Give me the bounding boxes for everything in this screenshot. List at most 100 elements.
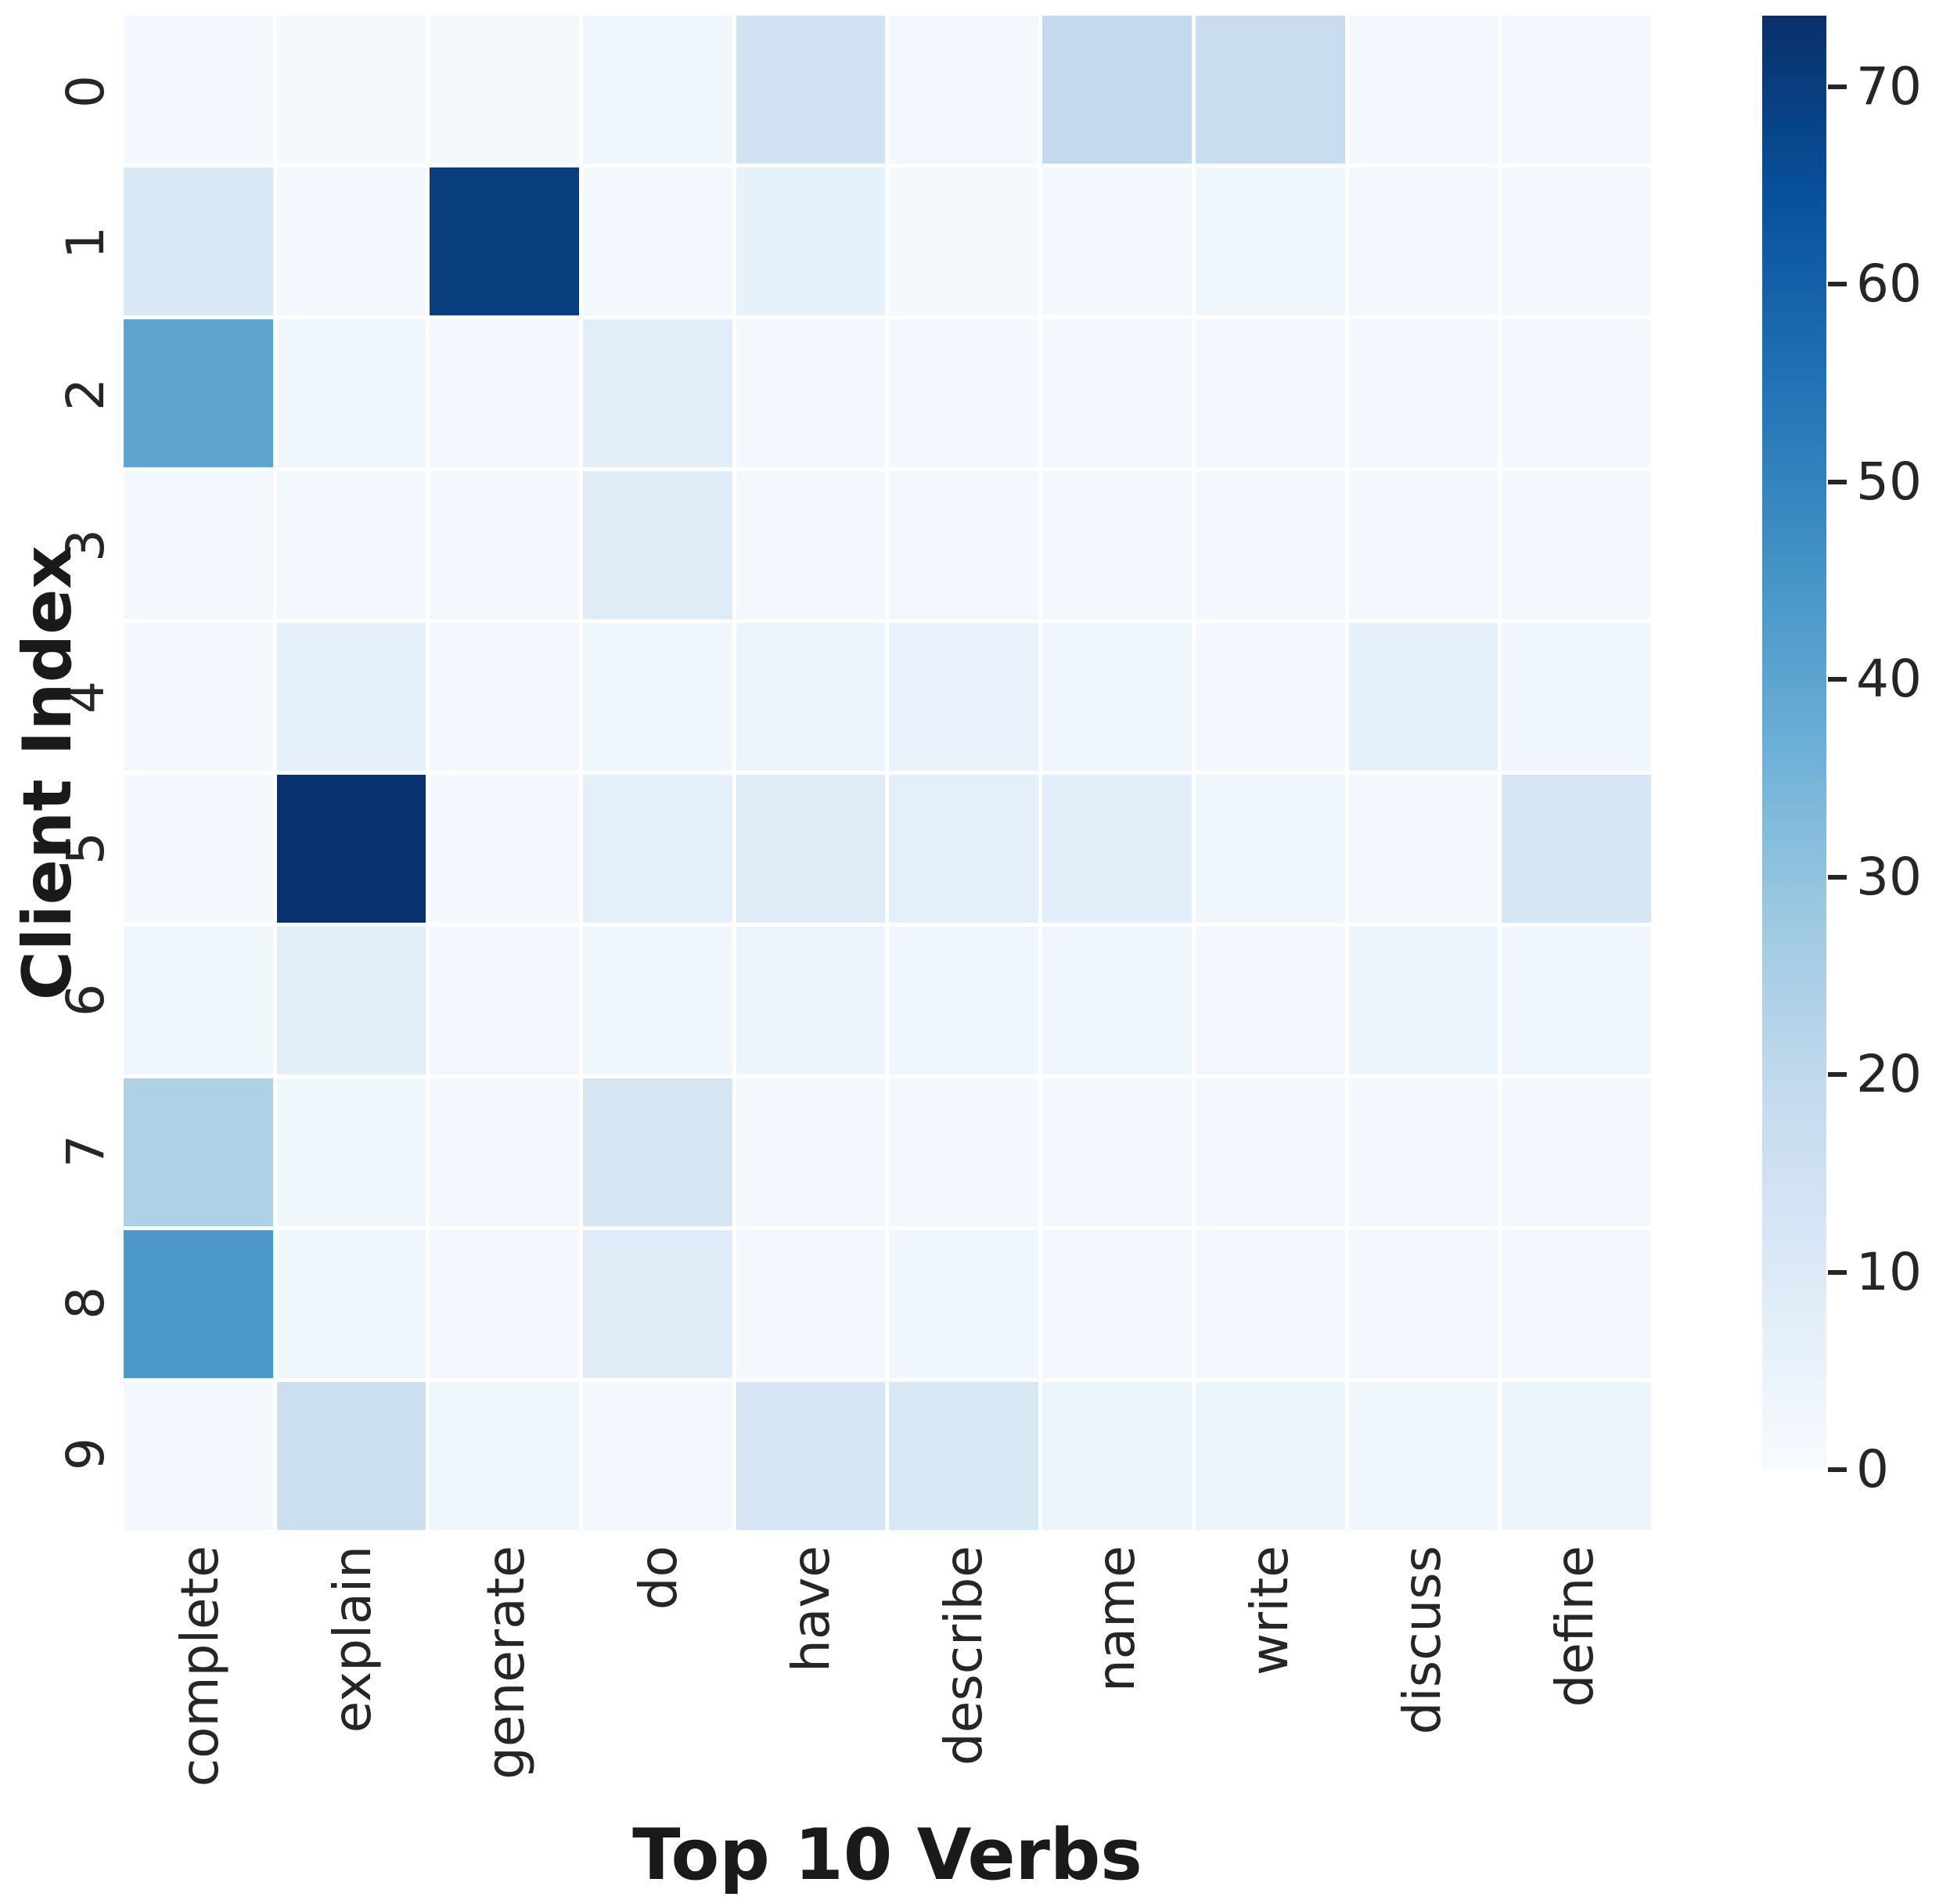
heatmap-cell (276, 16, 426, 164)
x-tick-label-text: have (780, 1546, 841, 1672)
heatmap-cell (1348, 167, 1498, 315)
heatmap-cell (1502, 927, 1651, 1074)
x-tick-label-text: discuss (1391, 1546, 1452, 1735)
heatmap-cell (124, 1230, 273, 1378)
colorbar (1762, 16, 1826, 1470)
heatmap-cell (1348, 623, 1498, 771)
heatmap-cell (1042, 16, 1192, 164)
heatmap-cell (1502, 471, 1651, 619)
heatmap-cell (1195, 1382, 1345, 1530)
heatmap-cell (1502, 775, 1651, 923)
heatmap-cell (583, 16, 732, 164)
heatmap-cell (889, 1078, 1039, 1226)
x-axis-label: Top 10 Verbs (632, 1814, 1142, 1896)
heatmap-cell (276, 775, 426, 923)
heatmap-cell (430, 1382, 580, 1530)
heatmap-cell (430, 927, 580, 1074)
x-tick-label-text: name (1086, 1546, 1147, 1693)
heatmap-cell (1195, 319, 1345, 467)
x-tick-label: have (773, 1546, 848, 1835)
heatmap-cell (889, 319, 1039, 467)
heatmap-cell (1195, 775, 1345, 923)
heatmap-cell (1195, 471, 1345, 619)
heatmap-cell (889, 167, 1039, 315)
heatmap-cell (1502, 1078, 1651, 1226)
colorbar-tick-label: 20 (1856, 1044, 1922, 1105)
heatmap-cell (583, 775, 732, 923)
heatmap-cell (1195, 623, 1345, 771)
heatmap-cell (736, 623, 886, 771)
heatmap-cell (583, 319, 732, 467)
heatmap-cell (736, 775, 886, 923)
heatmap-cell (1348, 1078, 1498, 1226)
y-axis-label: Client Index (5, 16, 91, 1530)
heatmap-cell (1502, 1382, 1651, 1530)
heatmap-cell (1502, 1230, 1651, 1378)
heatmap-cell (889, 775, 1039, 923)
x-tick-label-text: generate (475, 1546, 536, 1780)
heatmap-cell (889, 1382, 1039, 1530)
colorbar-tick (1828, 282, 1847, 287)
heatmap-cell (889, 1230, 1039, 1378)
heatmap-cell (736, 319, 886, 467)
heatmap-cell (1348, 471, 1498, 619)
heatmap-cell (1042, 319, 1192, 467)
heatmap-cell (430, 623, 580, 771)
heatmap-cell (1348, 775, 1498, 923)
heatmap-cell (1348, 1382, 1498, 1530)
heatmap-cell (124, 1078, 273, 1226)
heatmap-cell (1348, 319, 1498, 467)
heatmap-cell (736, 1078, 886, 1226)
heatmap-cell (276, 319, 426, 467)
heatmap-cell (583, 1230, 732, 1378)
heatmap-cell (430, 16, 580, 164)
heatmap-cell (1195, 927, 1345, 1074)
heatmap-cell (736, 927, 886, 1074)
x-tick-label: discuss (1384, 1546, 1459, 1835)
colorbar-tick (1828, 1072, 1847, 1078)
colorbar-tick-label: 70 (1856, 56, 1922, 117)
heatmap-cell (1042, 623, 1192, 771)
heatmap-cell (736, 16, 886, 164)
heatmap-cell (430, 775, 580, 923)
x-tick-label-text: do (628, 1546, 689, 1611)
heatmap-cell (1195, 1230, 1345, 1378)
colorbar-tick-label: 30 (1856, 846, 1922, 907)
colorbar-tick-label: 50 (1856, 451, 1922, 512)
heatmap-cell (889, 623, 1039, 771)
heatmap-cell (583, 1382, 732, 1530)
heatmap-cell (276, 1078, 426, 1226)
x-tick-label: describe (926, 1546, 1002, 1835)
heatmap-cell (124, 319, 273, 467)
heatmap-cell (1348, 1230, 1498, 1378)
colorbar-tick (1828, 84, 1847, 89)
heatmap-cell (1042, 1382, 1192, 1530)
x-tick-label-text: define (1544, 1546, 1605, 1708)
colorbar-tick (1828, 1467, 1847, 1472)
heatmap-cell (430, 1230, 580, 1378)
heatmap-cell (1195, 167, 1345, 315)
colorbar-tick (1828, 874, 1847, 880)
x-tick-label-text: complete (170, 1546, 231, 1787)
heatmap-cell (124, 471, 273, 619)
heatmap-cell (1502, 16, 1651, 164)
heatmap-cell (1042, 775, 1192, 923)
heatmap-cell (124, 775, 273, 923)
y-axis-label-text: Client Index (9, 545, 87, 1001)
heatmap-cell (276, 927, 426, 1074)
heatmap-cell (430, 167, 580, 315)
x-tick-label: write (1232, 1546, 1307, 1835)
heatmap-cell (583, 927, 732, 1074)
colorbar-tick (1828, 479, 1847, 484)
heatmap-cell (736, 1230, 886, 1378)
heatmap-cell (1502, 623, 1651, 771)
heatmap-cell (1195, 1078, 1345, 1226)
heatmap-cell (889, 16, 1039, 164)
heatmap-cell (1502, 319, 1651, 467)
x-tick-label: generate (468, 1546, 543, 1835)
colorbar-tick (1828, 677, 1847, 682)
heatmap-cell (736, 1382, 886, 1530)
heatmap-cell (583, 167, 732, 315)
heatmap-cell (1502, 167, 1651, 315)
heatmap-cell (276, 1230, 426, 1378)
